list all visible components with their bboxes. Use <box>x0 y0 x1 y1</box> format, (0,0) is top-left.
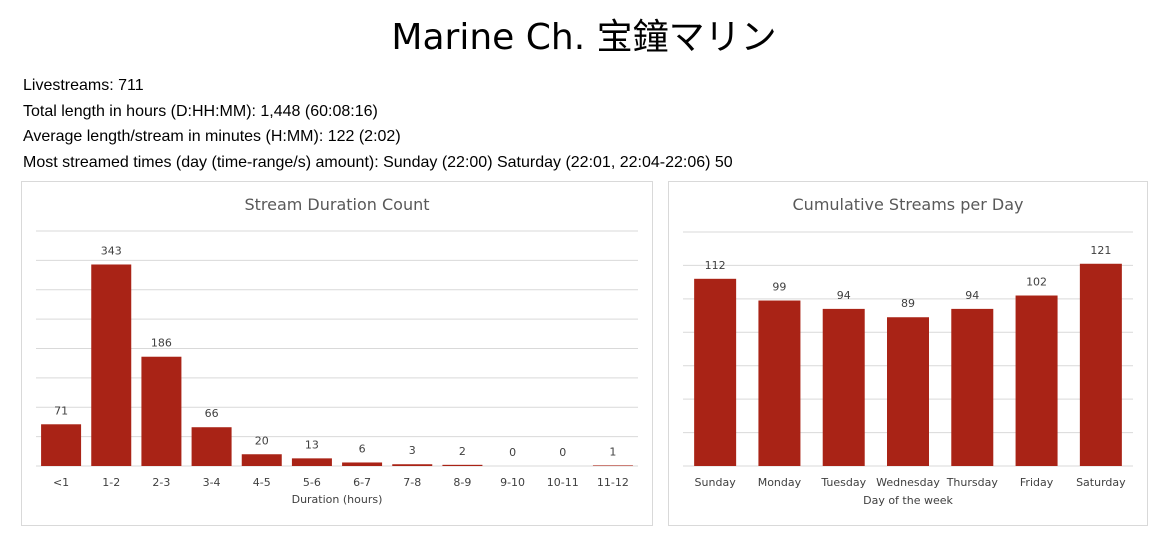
weekday-chart-panel: Cumulative Streams per Day 112 Sunday 99 Mon… <box>668 181 1148 526</box>
bar <box>887 317 929 466</box>
x-axis-title: Duration (hours) <box>292 493 383 506</box>
stat-total-length: Total length in hours (D:HH:MM): 1,448 (… <box>23 102 378 120</box>
data-label: 99 <box>772 281 786 294</box>
bar <box>822 308 865 466</box>
tick-label: 4-5 <box>253 476 271 489</box>
data-label: 121 <box>1090 244 1111 257</box>
tick-label: 11-12 <box>597 476 629 489</box>
tick-label: 7-8 <box>403 476 421 489</box>
tick-label: 6-7 <box>353 476 371 489</box>
bar <box>442 464 483 466</box>
bar <box>1015 295 1058 466</box>
bar <box>91 264 132 466</box>
chart-title: Cumulative Streams per Day <box>793 195 1024 214</box>
bar <box>592 465 633 466</box>
bar <box>141 356 182 466</box>
bar <box>951 308 994 466</box>
data-label: 112 <box>705 259 726 272</box>
data-label: 66 <box>205 407 219 420</box>
chart-title: Stream Duration Count <box>244 195 429 214</box>
data-label: 6 <box>359 442 366 455</box>
tick-label: <1 <box>53 476 69 489</box>
data-label: 20 <box>255 434 269 447</box>
bar <box>342 462 383 466</box>
data-label: 2 <box>459 445 466 458</box>
x-axis-title: Day of the week <box>863 494 953 507</box>
data-label: 13 <box>305 438 319 451</box>
bar <box>1079 263 1122 466</box>
bar <box>392 464 433 466</box>
data-label: 1 <box>609 445 616 458</box>
bar <box>758 300 801 466</box>
stat-most-streamed-times: Most streamed times (day (time-range/s) … <box>23 153 733 171</box>
tick-label: Sunday <box>695 476 737 489</box>
bar <box>191 427 232 466</box>
duration-chart: Stream Duration Count 71 <1 343 1-2 186 2-3 66 3… <box>36 195 638 506</box>
tick-label: Monday <box>758 476 802 489</box>
tick-label: Tuesday <box>820 476 866 489</box>
data-label: 71 <box>54 404 68 417</box>
tick-label: 9-10 <box>500 476 525 489</box>
data-label: 0 <box>509 446 516 459</box>
tick-label: 3-4 <box>203 476 221 489</box>
data-label: 102 <box>1026 276 1047 289</box>
data-label: 186 <box>151 337 172 350</box>
stat-average-length: Average length/stream in minutes (H:MM):… <box>23 128 401 146</box>
bar <box>41 424 82 466</box>
data-label: 94 <box>837 289 851 302</box>
bar <box>291 458 332 466</box>
tick-label: 5-6 <box>303 476 321 489</box>
tick-label: Saturday <box>1076 476 1126 489</box>
tick-label: 1-2 <box>102 476 120 489</box>
duration-chart-panel: Stream Duration Count 71 <1 343 1-2 186 2-3 66 3… <box>21 181 653 526</box>
tick-label: 10-11 <box>547 476 579 489</box>
tick-label: 2-3 <box>152 476 170 489</box>
data-label: 343 <box>101 244 122 257</box>
data-label: 94 <box>965 289 979 302</box>
data-label: 0 <box>559 446 566 459</box>
stat-livestreams: Livestreams: 711 <box>23 77 144 94</box>
data-label: 3 <box>409 444 416 457</box>
bar <box>694 278 737 466</box>
tick-label: 8-9 <box>453 476 471 489</box>
stats-block: Livestreams: 711 Total length in hours (… <box>23 73 733 175</box>
weekday-chart: Cumulative Streams per Day 112 Sunday 99 Mon… <box>683 195 1133 507</box>
data-label: 89 <box>901 297 915 310</box>
tick-label: Wednesday <box>876 476 940 489</box>
page-title: Marine Ch. 宝鐘マリン <box>391 17 777 58</box>
tick-label: Thursday <box>946 476 999 489</box>
bar <box>241 454 282 466</box>
tick-label: Friday <box>1020 476 1054 489</box>
